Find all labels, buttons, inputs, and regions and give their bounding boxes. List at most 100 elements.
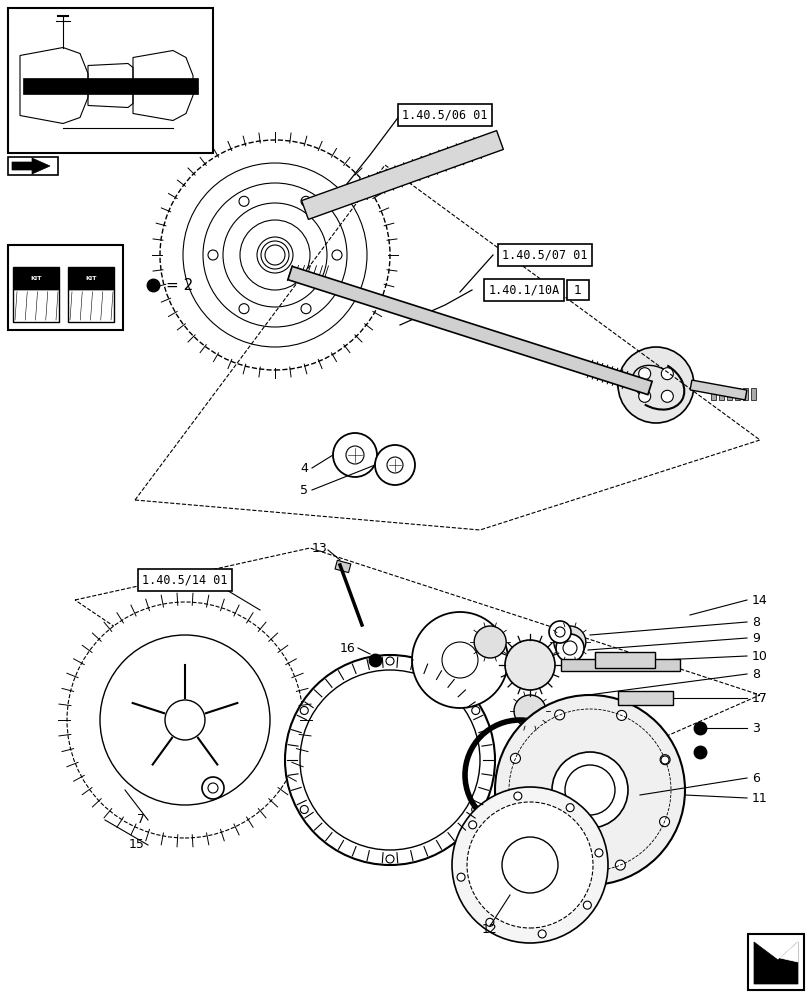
Circle shape: [471, 806, 479, 814]
Text: 1.40.5/06 01: 1.40.5/06 01: [401, 109, 487, 122]
Bar: [750, 388, 755, 400]
Bar: [68, 267, 114, 289]
Circle shape: [495, 695, 684, 885]
Bar: [8, 157, 58, 175]
Text: 4: 4: [300, 462, 307, 475]
Bar: [742, 388, 747, 400]
Circle shape: [300, 805, 308, 813]
Bar: [335, 560, 350, 573]
Circle shape: [375, 445, 414, 485]
Text: 7: 7: [137, 813, 145, 826]
Bar: [747, 934, 803, 990]
Circle shape: [616, 710, 626, 720]
Circle shape: [300, 706, 308, 714]
Polygon shape: [301, 131, 503, 219]
Polygon shape: [288, 266, 651, 395]
Text: 13: 13: [311, 542, 328, 554]
Circle shape: [468, 821, 476, 829]
Circle shape: [301, 304, 311, 314]
Circle shape: [385, 855, 393, 863]
Text: 1.40.5/07 01: 1.40.5/07 01: [502, 248, 587, 261]
Circle shape: [301, 196, 311, 206]
Bar: [8, 8, 212, 153]
Bar: [734, 388, 739, 400]
Polygon shape: [753, 942, 797, 984]
Bar: [644, 659, 649, 671]
Text: 3: 3: [751, 721, 759, 734]
Circle shape: [466, 802, 592, 928]
Circle shape: [617, 347, 693, 423]
Text: 16: 16: [339, 642, 354, 654]
Text: 11: 11: [751, 791, 767, 804]
Bar: [726, 388, 731, 400]
Circle shape: [208, 250, 217, 260]
Bar: [68, 289, 114, 322]
Polygon shape: [12, 158, 50, 174]
Circle shape: [411, 612, 508, 708]
Circle shape: [510, 753, 520, 763]
Circle shape: [202, 777, 224, 799]
Circle shape: [594, 849, 603, 857]
Circle shape: [565, 804, 573, 812]
Circle shape: [538, 930, 546, 938]
Circle shape: [548, 621, 570, 643]
Text: 1.40.1/10A: 1.40.1/10A: [487, 284, 559, 296]
Circle shape: [638, 368, 650, 380]
Text: 14: 14: [751, 593, 767, 606]
Circle shape: [582, 901, 590, 909]
Text: 17: 17: [751, 692, 767, 704]
Circle shape: [452, 787, 607, 943]
Bar: [23, 78, 198, 94]
Circle shape: [160, 140, 389, 370]
Circle shape: [285, 655, 495, 865]
Circle shape: [660, 368, 672, 380]
Circle shape: [562, 641, 577, 655]
Bar: [710, 388, 715, 400]
Text: 8: 8: [751, 615, 759, 628]
Circle shape: [238, 196, 249, 206]
Text: 1: 1: [573, 284, 581, 296]
Bar: [609, 659, 614, 671]
Bar: [616, 659, 621, 671]
Circle shape: [551, 752, 627, 828]
Circle shape: [67, 602, 303, 838]
Circle shape: [485, 918, 493, 926]
Text: KIT: KIT: [85, 275, 97, 280]
Bar: [630, 659, 635, 671]
Text: 9: 9: [751, 632, 759, 644]
Circle shape: [659, 817, 669, 827]
Polygon shape: [779, 942, 797, 962]
Circle shape: [513, 695, 545, 727]
Polygon shape: [560, 659, 679, 671]
Circle shape: [660, 756, 668, 764]
Circle shape: [208, 783, 217, 793]
Circle shape: [332, 250, 341, 260]
Text: 12: 12: [482, 923, 497, 936]
Bar: [566, 280, 588, 300]
Circle shape: [638, 390, 650, 402]
Circle shape: [441, 642, 478, 678]
Bar: [650, 652, 654, 668]
Circle shape: [554, 710, 564, 720]
Text: 5: 5: [299, 484, 307, 496]
Polygon shape: [617, 691, 672, 705]
Circle shape: [509, 815, 519, 825]
Circle shape: [385, 657, 393, 665]
Circle shape: [553, 626, 585, 658]
Bar: [718, 388, 723, 400]
Circle shape: [615, 860, 624, 870]
Circle shape: [552, 860, 563, 870]
Bar: [594, 652, 599, 668]
Text: 1.40.5/14 01: 1.40.5/14 01: [142, 574, 227, 586]
Polygon shape: [689, 380, 746, 400]
Text: 10: 10: [751, 650, 767, 662]
Circle shape: [564, 765, 614, 815]
Text: 15: 15: [129, 838, 145, 851]
Circle shape: [165, 700, 204, 740]
Text: KIT: KIT: [30, 275, 41, 280]
Text: 8: 8: [751, 668, 759, 680]
Text: = 2: = 2: [165, 277, 193, 292]
Bar: [637, 659, 642, 671]
Circle shape: [333, 433, 376, 477]
Bar: [623, 659, 629, 671]
